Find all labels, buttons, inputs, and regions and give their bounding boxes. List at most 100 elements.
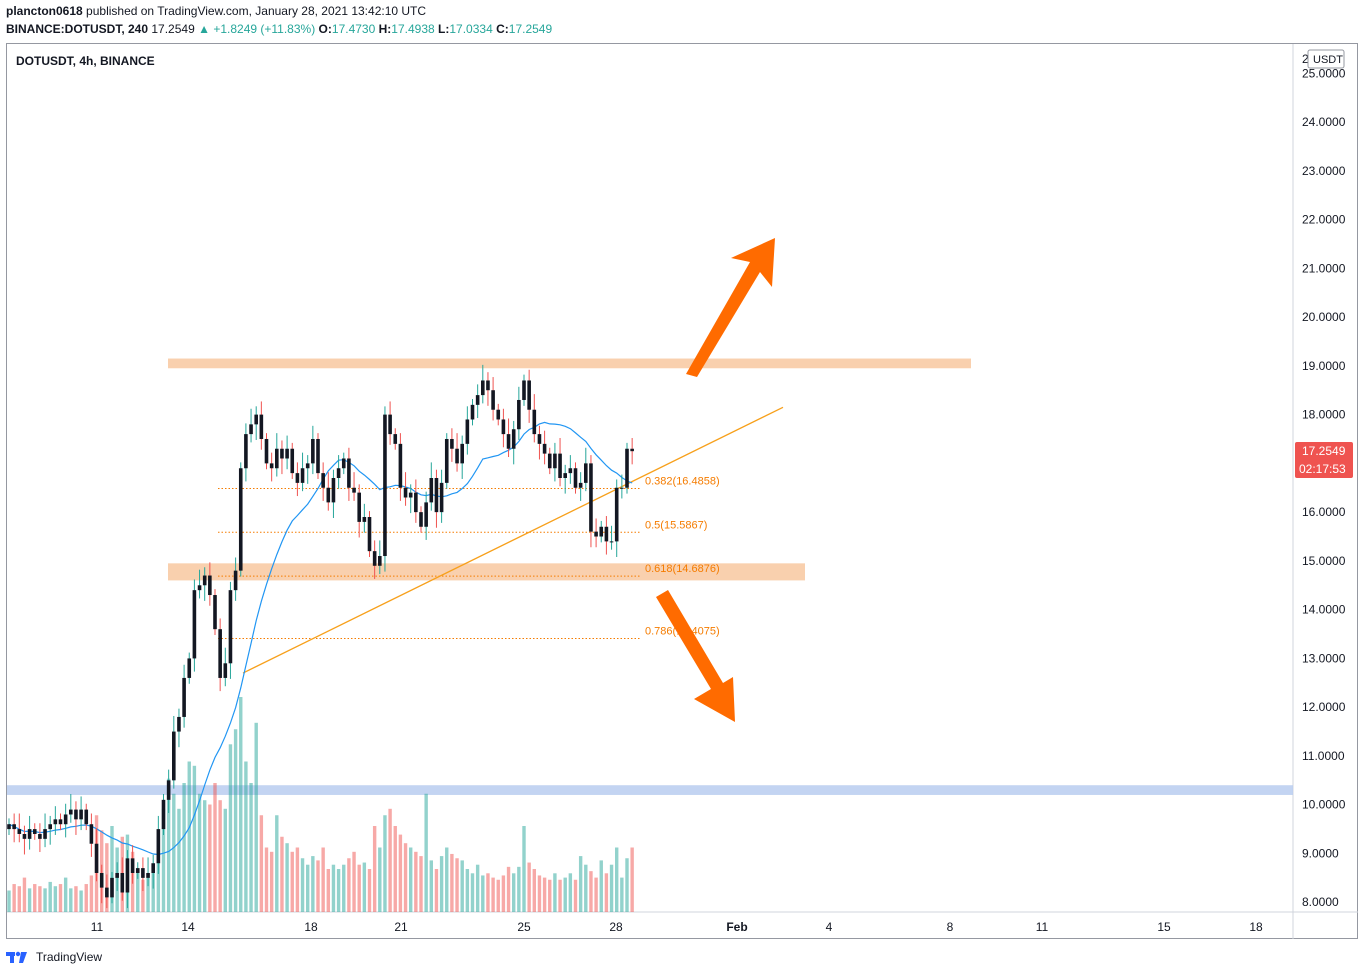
x-axis-tick-label: 15 <box>1157 920 1171 934</box>
candle-body <box>553 453 557 469</box>
currency-box[interactable] <box>1307 49 1345 69</box>
candle-body <box>429 478 434 503</box>
y-axis-tick-label: 18.0000 <box>1302 408 1346 422</box>
volume-bar <box>532 869 536 912</box>
volume-bar <box>336 869 341 912</box>
candle-body <box>295 473 300 483</box>
candle-body <box>213 595 217 630</box>
volume-bar <box>573 879 578 912</box>
volume-bar <box>558 879 562 912</box>
y-axis-tick-label: 21.0000 <box>1302 261 1346 275</box>
volume-bar <box>609 864 614 912</box>
volume-bar <box>630 847 634 912</box>
volume-bar <box>295 847 300 912</box>
y-axis-partial-label: 2 <box>1302 52 1309 66</box>
volume-bar <box>378 847 382 912</box>
candle-body <box>336 468 341 478</box>
volume-bar <box>357 864 361 912</box>
candle-body <box>99 872 104 888</box>
low-label: L: <box>438 22 450 36</box>
volume-bar <box>398 834 403 912</box>
volume-bar <box>517 866 521 912</box>
volume-bar <box>439 856 444 912</box>
candle-body <box>501 419 506 435</box>
chart-frame[interactable] <box>6 43 1358 939</box>
volume-bar <box>578 856 583 912</box>
volume-bar <box>496 879 500 912</box>
candle-body <box>439 482 444 513</box>
candle-body <box>182 677 186 717</box>
candle-body <box>187 658 192 678</box>
volume-bar <box>48 881 52 912</box>
volume-bar <box>285 843 289 912</box>
open-label: O: <box>318 22 332 36</box>
volume-bar <box>58 884 63 912</box>
candle-body <box>378 556 382 566</box>
volume-bar <box>161 808 166 912</box>
volume-bar <box>290 851 294 912</box>
volume-bar <box>419 856 423 912</box>
candle-body <box>48 824 52 830</box>
candle-body <box>249 424 253 435</box>
volume-bar <box>239 697 243 912</box>
volume-bar <box>218 800 222 912</box>
volume-bar <box>367 869 372 912</box>
y-axis-tick-label: 15.0000 <box>1302 554 1346 568</box>
y-axis-tick-label: 25.0000 <box>1302 66 1346 80</box>
volume-bar <box>584 864 588 912</box>
candle-body <box>115 872 119 878</box>
candle-body <box>460 443 464 464</box>
candle-body <box>444 438 449 483</box>
publish-info: plancton0618 published on TradingView.co… <box>6 4 426 18</box>
volume-bar <box>362 862 367 912</box>
candle-body <box>383 414 387 557</box>
y-axis-tick-label: 10.0000 <box>1302 798 1346 812</box>
candle-body <box>192 590 197 659</box>
volume-bar <box>69 888 73 912</box>
x-axis-tick-label: 21 <box>394 920 408 934</box>
volume-bar <box>311 856 315 912</box>
high-value: 17.4938 <box>391 22 435 36</box>
candle-body <box>362 517 367 522</box>
volume-bar <box>280 836 284 912</box>
ascending-trendline[interactable] <box>242 406 784 674</box>
candle-body <box>403 487 408 498</box>
candle-body <box>542 443 547 454</box>
volume-bar <box>17 886 21 912</box>
candle-body <box>259 414 264 439</box>
symbol-line: BINANCE:DOTUSDT, 240 <box>6 22 149 36</box>
candle-body <box>233 570 238 591</box>
y-axis-tick-label: 19.0000 <box>1302 359 1346 373</box>
volume-bar <box>203 800 207 912</box>
candle-body <box>94 843 99 873</box>
fib-level-label: 0.382(16.4858) <box>645 475 720 487</box>
volume-bar <box>166 778 171 912</box>
candle-body <box>532 409 537 435</box>
volume-bar <box>409 847 413 912</box>
volume-bar <box>594 877 598 912</box>
high-label: H: <box>378 22 392 36</box>
y-axis-tick-label: 24.0000 <box>1302 115 1346 129</box>
candle-body <box>125 858 130 893</box>
volume-bar <box>84 884 88 912</box>
volume-bar <box>208 804 212 912</box>
candle-body <box>53 819 58 825</box>
candle-body <box>496 409 501 420</box>
volume-bar <box>445 847 449 912</box>
tradingview-footer[interactable]: TradingView <box>6 950 102 964</box>
candle-body <box>424 502 428 527</box>
y-axis-tick-label: 13.0000 <box>1302 651 1346 665</box>
candle-body <box>43 829 47 839</box>
candle-body <box>269 463 274 469</box>
x-axis-tick-label: 28 <box>609 920 623 934</box>
candle-body <box>321 473 325 488</box>
volume-bar <box>223 808 227 912</box>
volume-bar <box>228 744 233 912</box>
author-name[interactable]: plancton0618 <box>6 4 83 18</box>
candle-body <box>388 414 392 435</box>
candle-body <box>244 434 248 469</box>
volume-bar <box>512 873 516 912</box>
candle-body <box>218 629 222 678</box>
x-axis-tick-label: 8 <box>947 920 954 934</box>
